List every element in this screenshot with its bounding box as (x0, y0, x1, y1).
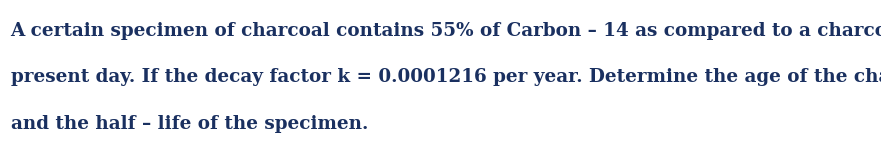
Text: A certain specimen of charcoal contains 55% of Carbon – 14 as compared to a char: A certain specimen of charcoal contains … (11, 22, 881, 40)
Text: and the half – life of the specimen.: and the half – life of the specimen. (11, 115, 368, 133)
Text: present day. If the decay factor k = 0.0001216 per year. Determine the age of th: present day. If the decay factor k = 0.0… (11, 69, 881, 86)
